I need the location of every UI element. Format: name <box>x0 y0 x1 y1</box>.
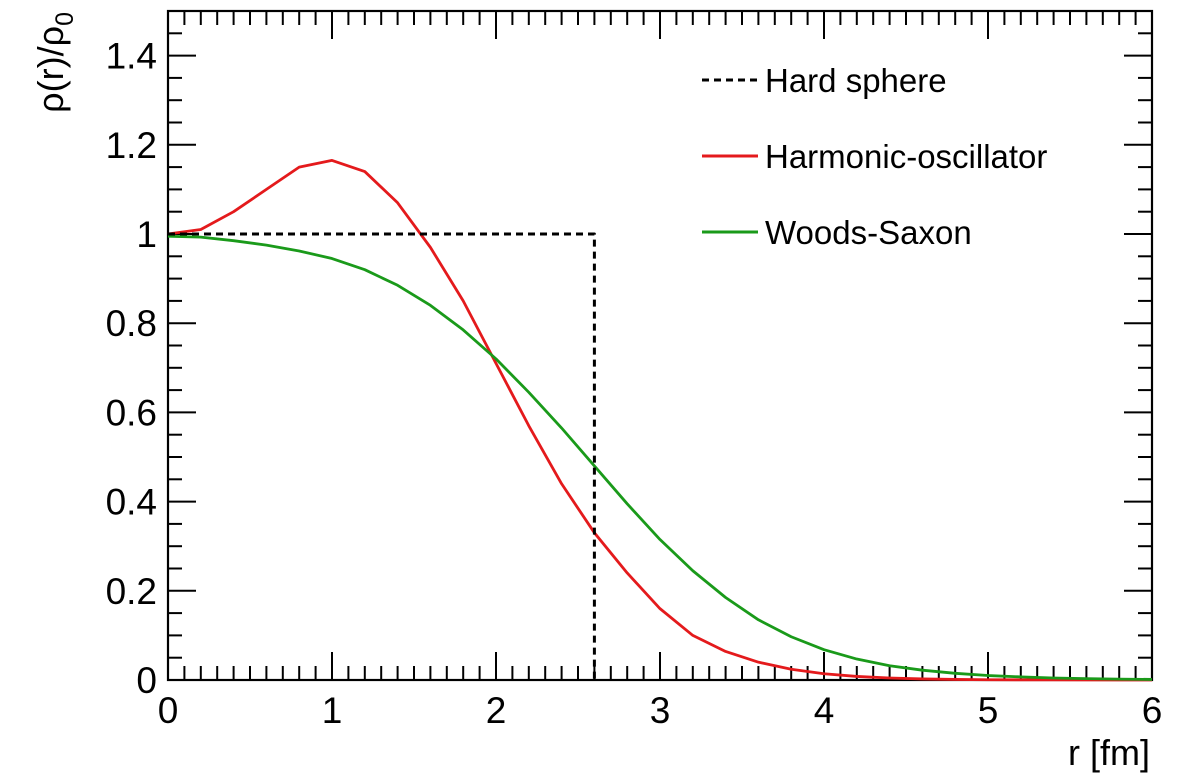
series-line-harmonic-oscillator <box>167 159 1152 682</box>
y-tick-label: 1.2 <box>106 125 157 166</box>
series-line-woods-saxon <box>167 234 1153 681</box>
x-tick-label: 6 <box>1142 690 1163 731</box>
y-tick-label: 0.4 <box>106 482 157 523</box>
x-tick-label: 2 <box>486 690 507 731</box>
series-line-hard-sphere <box>168 232 596 680</box>
y-tick-label: 1.4 <box>106 36 157 77</box>
plot-frame <box>166 9 1154 682</box>
y-tick-label: 0.2 <box>106 571 157 612</box>
legend-label-hard-sphere: Hard sphere <box>765 62 947 99</box>
y-axis-label: ρ(r)/ρ0 <box>30 12 79 113</box>
legend: Hard sphere Harmonic-oscillator Woods-Saxo… <box>702 62 1047 251</box>
legend-label-woods-saxon: Woods-Saxon <box>765 214 972 251</box>
y-axis-label-subscript: 0 <box>51 12 79 26</box>
legend-label-harmonic-oscillator: Harmonic-oscillator <box>765 138 1047 175</box>
series-layer <box>167 159 1153 682</box>
y-tick-label: 0 <box>136 660 157 701</box>
y-tick-label: 1 <box>136 214 157 255</box>
y-axis-label-main: ρ(r)/ρ <box>30 26 71 113</box>
x-tick-label: 1 <box>322 690 343 731</box>
x-axis-label: r [fm] <box>1068 732 1150 773</box>
y-tick-label: 0.6 <box>106 392 157 433</box>
x-tick-label: 0 <box>158 690 179 731</box>
x-tick-label: 5 <box>978 690 999 731</box>
axis-ticks <box>167 10 1153 681</box>
x-tick-label: 4 <box>814 690 835 731</box>
x-tick-label: 3 <box>650 690 671 731</box>
y-tick-label: 0.8 <box>106 303 157 344</box>
tick-labels: 0 1 2 3 4 5 6 0 0.2 0.4 0.6 0.8 1 1.2 1.4 <box>106 36 1163 731</box>
